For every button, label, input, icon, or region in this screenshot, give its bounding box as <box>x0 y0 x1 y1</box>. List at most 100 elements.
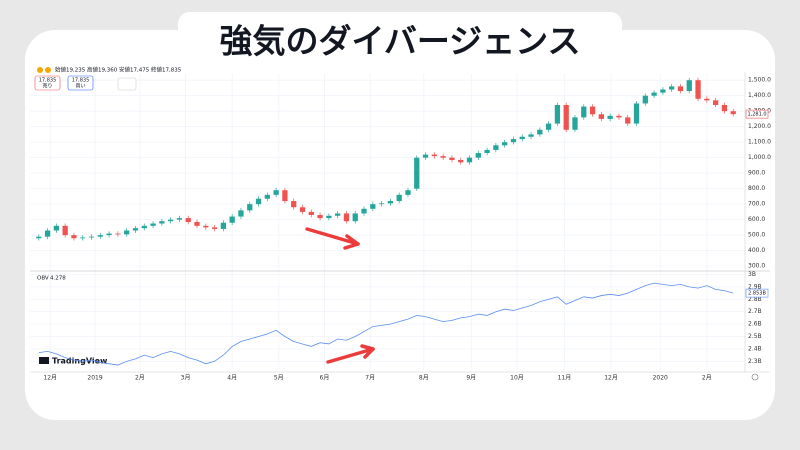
y-tick-label: 2.9B <box>748 283 762 290</box>
candle-body <box>431 154 437 157</box>
candle-body <box>669 86 675 90</box>
candle-body <box>44 230 51 237</box>
candle-body <box>247 204 253 211</box>
y-tick-label: 2.5B <box>748 333 762 340</box>
x-tick-label: 2020 <box>653 375 668 382</box>
settings-icon[interactable] <box>751 373 759 381</box>
sell-button[interactable] <box>34 75 61 91</box>
candle-body <box>326 215 332 219</box>
last-value-badge <box>745 109 769 119</box>
candle-body <box>220 222 227 229</box>
candle-body <box>176 218 183 220</box>
y-tick-label: 300.0 <box>748 263 765 270</box>
arrow-head <box>360 344 375 359</box>
candle-body <box>255 198 262 205</box>
x-tick-label: 3月 <box>181 375 191 382</box>
x-tick-label: 2月 <box>135 375 145 382</box>
icon <box>45 67 51 73</box>
candle-body <box>405 190 411 195</box>
candle-body <box>572 117 578 130</box>
y-tick-label: 600.0 <box>748 216 765 223</box>
candle-body <box>282 190 288 202</box>
candle-body <box>414 157 420 189</box>
title-box <box>178 12 622 70</box>
y-tick-label: 700.0 <box>748 201 765 208</box>
candle-body <box>115 233 121 235</box>
candle-body <box>589 106 596 115</box>
candle-body <box>581 106 587 118</box>
candle-body <box>493 145 499 150</box>
candle-body <box>440 156 446 158</box>
x-tick-label: 12月 <box>43 375 57 382</box>
candle-body <box>616 115 622 118</box>
y-tick-label: 400.0 <box>748 247 765 254</box>
candle-body <box>53 225 60 231</box>
candle-body <box>194 221 200 226</box>
candle-body <box>343 213 350 222</box>
candle-body <box>352 213 358 222</box>
y-tick-label: 1,400.0 <box>748 92 771 99</box>
indicator-name: OBV <box>37 276 49 282</box>
candle-body <box>211 227 218 229</box>
candle-body <box>132 228 139 231</box>
icon <box>37 67 43 73</box>
candle-body <box>563 104 569 130</box>
candle-body <box>554 104 561 124</box>
candle-body <box>159 221 165 224</box>
y-tick-label: 3B <box>748 271 756 278</box>
candle-body <box>730 111 736 115</box>
x-tick-label: 12月 <box>604 375 618 382</box>
candle-body <box>484 149 490 154</box>
candle-body <box>625 117 631 124</box>
x-tick-label: 5月 <box>274 375 284 382</box>
y-tick-label: 1,200.0 <box>748 123 771 130</box>
x-tick-label: 8月 <box>419 375 429 382</box>
candle-body <box>466 157 473 163</box>
x-tick-label: 7月 <box>365 375 375 382</box>
plot: 300.0 400.0 500.0 600.0 700.0 800.0 900.0 1,000… <box>36 77 771 382</box>
candle-body <box>361 208 367 214</box>
buy-button[interactable] <box>67 75 94 91</box>
tool-button[interactable] <box>117 77 137 91</box>
y-tick-label: 2.3B <box>748 358 762 365</box>
buy-label: 買い <box>75 84 85 90</box>
x-tick-label: 4月 <box>227 375 237 382</box>
candle-body <box>378 203 385 205</box>
candle-body <box>335 213 341 216</box>
y-tick-label: 2.6B <box>748 321 762 328</box>
candle-body <box>598 114 604 119</box>
candle-body <box>449 157 455 160</box>
candle-body <box>510 139 517 143</box>
candle-body <box>124 230 130 235</box>
candle-body <box>695 80 701 99</box>
candle-body <box>71 235 77 239</box>
candle-body <box>106 233 112 236</box>
candle-body <box>80 237 86 239</box>
candle-body <box>458 159 464 163</box>
candle-body <box>168 219 174 222</box>
x-tick-label: 2月 <box>702 375 712 382</box>
buy-price: 17,835 <box>72 78 90 84</box>
y-tick-label: 800.0 <box>748 185 765 192</box>
candle-body <box>545 123 552 130</box>
arrow <box>326 347 375 364</box>
arrows <box>305 227 375 364</box>
ohlc: 始値19,235 高値19,360 安値17,475 終値17,835 <box>55 66 182 74</box>
y-tick-label: 2.4B <box>748 345 762 352</box>
candle-body <box>150 223 156 226</box>
y-tick-label: 1,500.0 <box>748 77 771 84</box>
y-tick-label: 2.7B <box>748 308 762 315</box>
line <box>38 282 734 366</box>
grid <box>30 74 745 370</box>
candle-body <box>203 225 209 228</box>
candle-body <box>651 92 657 96</box>
candle-body <box>396 194 402 202</box>
candle-body <box>660 89 666 93</box>
candle-body <box>273 190 279 195</box>
logo <box>39 357 49 364</box>
candle-body <box>642 95 648 104</box>
last-value-label: 2.853B <box>748 291 766 297</box>
candle-body <box>141 225 147 229</box>
candle-body <box>712 100 719 105</box>
candle-body <box>97 235 103 237</box>
